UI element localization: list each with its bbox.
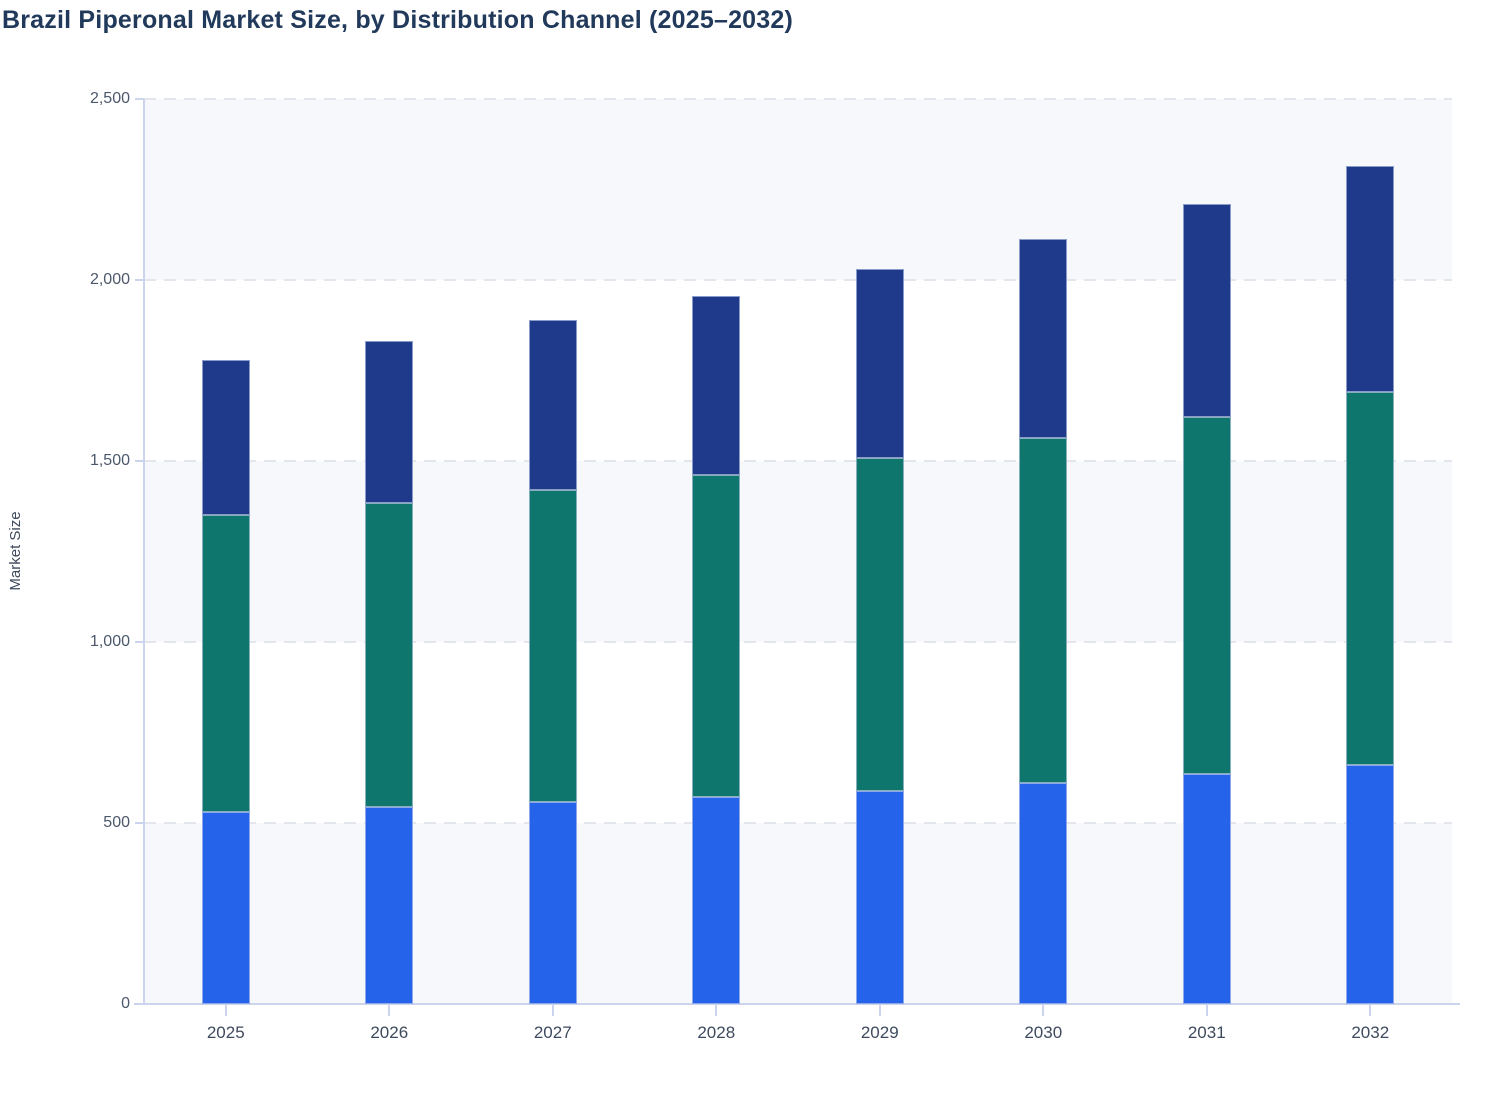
x-axis-tick-label: 2026 [370,1023,409,1042]
y-axis-tick-label: 0 [121,995,130,1012]
y-axis-tick-mark [135,822,144,824]
bar-segment-bottom-segment-blue[interactable] [692,796,741,1004]
x-axis-tick-label: 2028 [697,1023,736,1042]
x-axis-tick-mark [878,1005,881,1016]
y-axis-tick-label: 2,500 [89,90,130,107]
x-axis-tick-label: 2027 [533,1023,572,1042]
x-axis-tick-mark [1205,1005,1208,1016]
bar-segment-top-segment-navy[interactable] [365,340,414,503]
bar-stack-2026[interactable] [365,340,414,1004]
bar-segment-middle-segment-teal[interactable] [528,489,577,802]
y-axis-tick-label: 1,000 [89,633,130,650]
x-axis-tick-mark [715,1005,718,1016]
plot-band [144,461,1452,642]
bar-segment-middle-segment-teal[interactable] [1346,391,1395,766]
x-axis-tick-mark [1042,1005,1045,1016]
y-axis-tick-label: 2,000 [89,271,130,288]
bar-stack-2029[interactable] [855,269,904,1004]
bar-stack-2030[interactable] [1019,239,1068,1004]
bar-segment-middle-segment-teal[interactable] [201,514,250,813]
bar-segment-bottom-segment-blue[interactable] [1019,782,1068,1004]
bar-segment-top-segment-navy[interactable] [692,295,741,476]
x-axis-tick-label: 2025 [206,1023,245,1042]
y-axis-tick-label: 500 [103,814,130,831]
bar-segment-bottom-segment-blue[interactable] [855,791,904,1004]
x-axis-line [134,1003,1460,1005]
bar-segment-bottom-segment-blue[interactable] [1182,774,1231,1004]
x-axis-tick-label: 2031 [1187,1023,1226,1042]
x-axis-tick-label: 2030 [1024,1023,1063,1042]
gridline [144,822,1452,824]
plot-band [144,280,1452,461]
bar-stack-2025[interactable] [201,360,250,1004]
bar-segment-middle-segment-teal[interactable] [855,458,904,792]
bar-stack-2032[interactable] [1346,165,1395,1004]
y-axis-title: Market Size [7,511,24,591]
bar-stack-2028[interactable] [692,295,741,1004]
gridline [144,279,1452,281]
chart-title: Brazil Piperonal Market Size, by Distrib… [2,6,794,34]
bar-segment-bottom-segment-blue[interactable] [528,801,577,1004]
y-axis-line [143,99,145,1005]
bar-segment-middle-segment-teal[interactable] [1019,437,1068,783]
y-axis-tick-mark [135,1003,144,1005]
plot-band [144,642,1452,823]
y-axis-tick-mark [135,641,144,643]
y-axis-tick-mark [135,279,144,281]
bar-segment-middle-segment-teal[interactable] [692,475,741,797]
bar-segment-top-segment-navy[interactable] [1182,203,1231,417]
gridline [144,641,1452,643]
bar-segment-top-segment-navy[interactable] [1019,239,1068,438]
x-axis-tick-mark [551,1005,554,1016]
x-axis-tick-label: 2032 [1351,1023,1390,1042]
bar-stack-2027[interactable] [528,320,577,1004]
bar-segment-middle-segment-teal[interactable] [365,502,414,808]
bar-stack-2031[interactable] [1182,203,1231,1004]
x-axis-tick-label: 2029 [860,1023,899,1042]
x-axis-tick-mark [1369,1005,1372,1016]
bar-segment-top-segment-navy[interactable] [855,269,904,459]
x-axis-tick-mark [388,1005,391,1016]
bar-segment-top-segment-navy[interactable] [1346,165,1395,392]
bar-segment-top-segment-navy[interactable] [201,360,250,515]
gridline [144,460,1452,462]
x-axis-tick-mark [224,1005,227,1016]
plot-band [144,99,1452,280]
y-axis-tick-mark [135,460,144,462]
gridline [144,98,1452,100]
y-axis-tick-mark [135,98,144,100]
y-axis-tick-label: 1,500 [89,452,130,469]
bar-segment-bottom-segment-blue[interactable] [201,812,250,1004]
bar-segment-top-segment-navy[interactable] [528,320,577,490]
bar-segment-bottom-segment-blue[interactable] [1346,765,1395,1004]
plot-area [144,98,1452,1004]
bar-segment-middle-segment-teal[interactable] [1182,416,1231,775]
plot-band [144,823,1452,1004]
bar-segment-bottom-segment-blue[interactable] [365,807,414,1004]
